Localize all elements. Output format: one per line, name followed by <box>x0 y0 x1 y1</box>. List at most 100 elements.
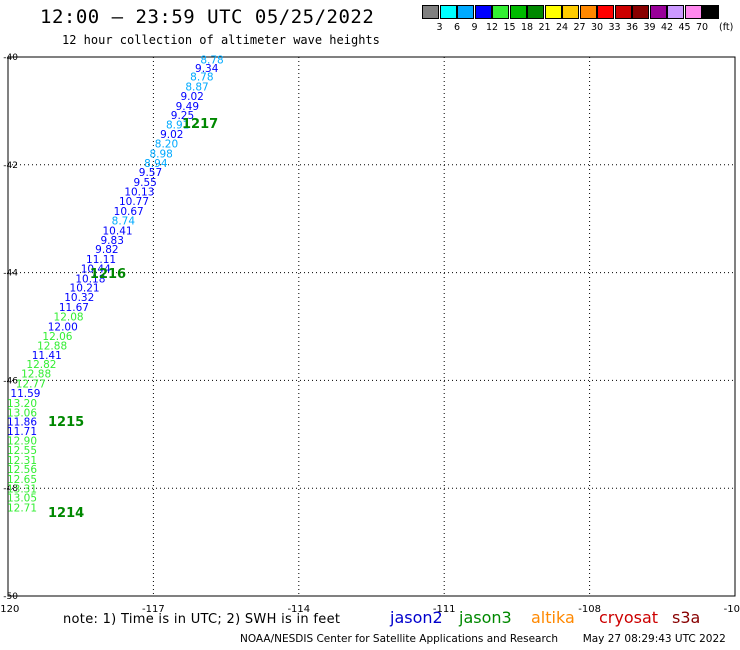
y-tick-label: -50 <box>3 592 18 602</box>
wave-height-label: 9.25 <box>171 110 194 122</box>
wave-height-label: 9.55 <box>133 177 156 189</box>
legend-jason2: jason2 <box>390 608 443 627</box>
wave-height-label: 11.86 <box>7 417 37 429</box>
colorbar-label: 33 <box>608 22 621 33</box>
wave-height-label: 12.77 <box>16 378 46 390</box>
colorbar-label: 30 <box>590 22 604 33</box>
colorbar-swatch <box>684 5 702 19</box>
footer-credit: NOAA/NESDIS Center for Satellite Applica… <box>240 633 726 645</box>
colorbar-swatch <box>579 5 597 19</box>
colorbar-swatch <box>649 5 667 19</box>
wave-height-label: 8.98 <box>149 148 172 160</box>
footer-note: note: 1) Time is in UTC; 2) SWH is in fe… <box>63 612 341 627</box>
wave-height-label: 12.31 <box>7 455 37 467</box>
colorbar-swatch <box>457 5 474 19</box>
colorbar-label: 45 <box>678 22 691 33</box>
colorbar-swatch <box>474 5 492 19</box>
wave-height-label: 10.32 <box>64 292 94 304</box>
wave-height-label: 12.06 <box>42 331 72 343</box>
pass-number-label: 1216 <box>90 267 126 282</box>
wave-height-label: 12.55 <box>7 445 37 457</box>
legend-altika: altika <box>531 608 575 627</box>
x-tick-label: -108 <box>578 604 601 615</box>
colorbar-swatch <box>527 5 544 19</box>
wave-height-label: 9.02 <box>160 129 183 141</box>
wave-height-label: 10.13 <box>124 187 154 199</box>
legend-jason3: jason3 <box>459 608 512 627</box>
wave-height-label: 12.65 <box>7 474 37 486</box>
wave-height-label: 12.90 <box>7 436 37 448</box>
colorbar-swatch <box>597 5 614 19</box>
wave-height-label: 10.21 <box>70 282 100 294</box>
wave-height-label: 9.82 <box>95 244 118 256</box>
wave-height-label: 11.67 <box>59 302 89 314</box>
colorbar-label: 70 <box>695 22 709 33</box>
colorbar-swatch <box>492 5 509 19</box>
pass-number-label: 1214 <box>48 506 84 521</box>
wave-height-label: 12.08 <box>54 312 84 324</box>
wave-height-label: 10.41 <box>103 225 133 237</box>
wave-height-label: 11.71 <box>7 426 37 438</box>
colorbar-label: 24 <box>555 22 569 33</box>
wave-height-label: 9.49 <box>176 101 199 113</box>
wave-height-label: 8.94 <box>144 158 168 170</box>
colorbar-swatch <box>544 5 562 19</box>
colorbar-label: 27 <box>573 22 586 33</box>
colorbar-swatch <box>614 5 632 19</box>
y-tick-label: -42 <box>3 161 18 171</box>
pass-number-label: 1217 <box>182 117 218 132</box>
colorbar-swatch <box>562 5 579 19</box>
colorbar-label: 15 <box>503 22 516 33</box>
wave-height-label: 8.87 <box>185 81 208 93</box>
x-tick-label: -117 <box>142 604 165 615</box>
wave-height-label: 13.06 <box>7 408 37 420</box>
wave-height-label: 12.82 <box>26 359 56 371</box>
wave-height-label: 9.34 <box>195 63 219 75</box>
y-tick-label: -40 <box>3 53 18 63</box>
colorbar-label: 42 <box>660 22 674 33</box>
wave-height-label: 12.00 <box>48 321 78 333</box>
wave-height-label: 9.57 <box>139 167 162 179</box>
colorbar-label: 12 <box>485 22 499 33</box>
wave-height-label: 11.41 <box>32 350 62 362</box>
wave-height-label: 12.88 <box>21 369 51 381</box>
wave-height-label: 12.56 <box>7 464 37 476</box>
credit-timestamp: May 27 08:29:43 UTC 2022 <box>582 633 726 645</box>
wave-height-label: 11.11 <box>86 254 116 266</box>
colorbar-swatch <box>667 5 684 19</box>
y-tick-label: -48 <box>3 484 18 494</box>
legend-s3a: s3a <box>672 608 701 627</box>
colorbar-swatch <box>439 5 457 19</box>
colorbar-label: 21 <box>538 22 551 33</box>
x-tick-label: -105 <box>724 604 740 615</box>
credit-text: NOAA/NESDIS Center for Satellite Applica… <box>240 633 558 645</box>
colorbar-swatch <box>509 5 527 19</box>
colorbar-label: 9 <box>471 22 478 33</box>
legend-cryosat: cryosat <box>599 608 659 627</box>
wave-height-label: 9.83 <box>101 235 124 247</box>
wave-height-label: 13.05 <box>7 493 37 505</box>
wave-height-label: 10.67 <box>114 206 144 218</box>
y-tick-label: -46 <box>3 376 18 386</box>
wave-height-label: 8.20 <box>155 139 178 151</box>
wave-height-label: 12.88 <box>37 341 67 353</box>
colorbar-units: (ft) <box>719 22 734 33</box>
x-tick-label: -114 <box>287 604 310 615</box>
wave-height-label: 13.20 <box>7 398 37 410</box>
colorbar-swatch <box>632 5 649 19</box>
y-tick-label: -44 <box>3 269 18 279</box>
wave-height-label: 10.77 <box>119 196 149 208</box>
wave-height-label: 13.31 <box>7 484 37 496</box>
wave-height-label: 10.44 <box>81 264 111 276</box>
colorbar-swatch <box>702 5 719 19</box>
colorbar-label: 18 <box>520 22 534 33</box>
wave-height-label: 8.91 <box>166 120 189 132</box>
wave-height-label: 12.71 <box>7 502 37 514</box>
colorbar-label: 36 <box>625 22 639 33</box>
wave-height-label: 10.18 <box>75 273 105 285</box>
wave-height-label: 8.78 <box>190 72 213 84</box>
pass-number-label: 1215 <box>48 415 84 430</box>
colorbar-swatch <box>422 5 439 19</box>
